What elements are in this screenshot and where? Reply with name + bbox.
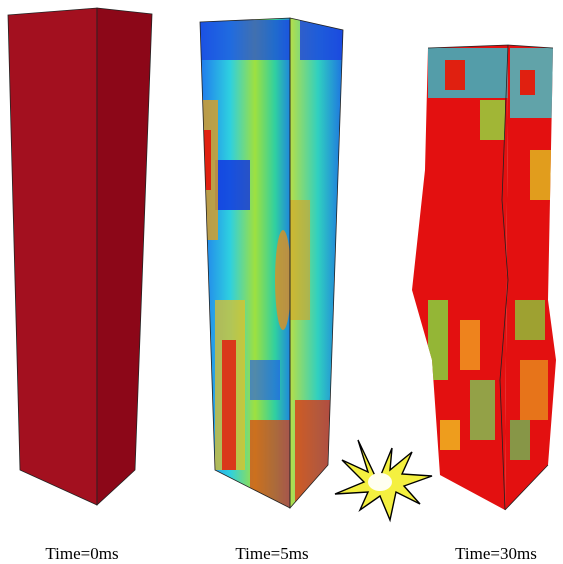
column-5ms — [199, 17, 344, 510]
panel-label: Time=0ms — [45, 544, 118, 563]
column-0ms — [7, 7, 153, 506]
impact-core — [368, 473, 392, 491]
panel-label: Time=5ms — [235, 544, 308, 563]
panel-label: Time=30ms — [455, 544, 537, 563]
column-30ms — [412, 44, 556, 511]
